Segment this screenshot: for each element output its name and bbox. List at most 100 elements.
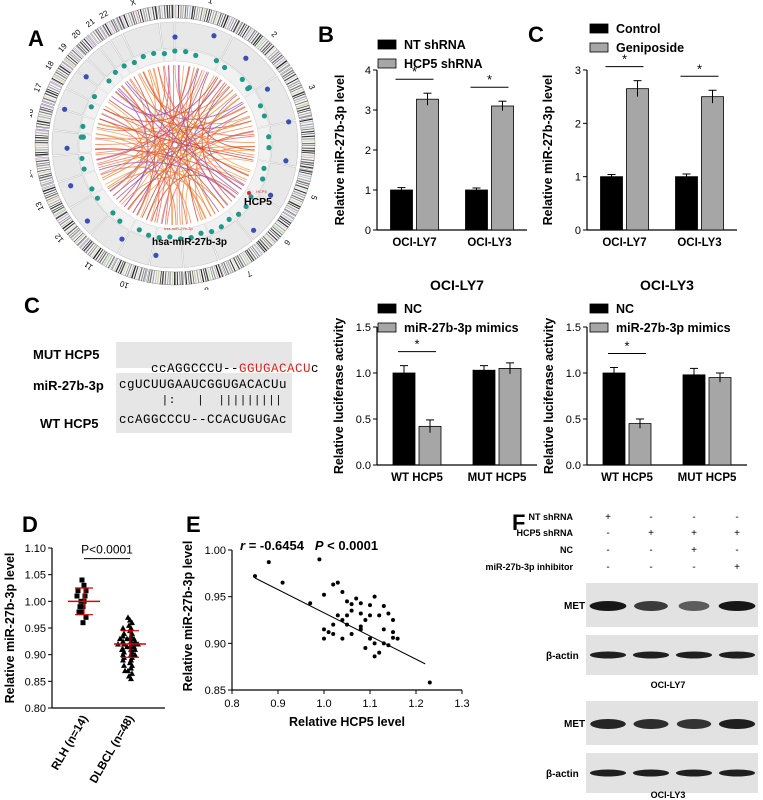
bar	[472, 369, 496, 466]
chromosome-band	[59, 65, 71, 74]
chromosome-band	[294, 97, 308, 103]
teal-node	[140, 53, 146, 60]
chromosome-band	[229, 259, 236, 272]
chromosome-band	[126, 264, 133, 277]
chromosome-label: 19	[56, 41, 69, 54]
chromosome-band	[300, 120, 314, 124]
inner-tracks	[51, 21, 299, 269]
chromosome-band	[47, 85, 60, 93]
hcp5-marker	[247, 191, 251, 195]
chromosome-band	[164, 271, 167, 285]
actin-band-ly3	[632, 769, 670, 777]
x-tick-label: WT HCP5	[391, 472, 443, 484]
data-point	[381, 627, 386, 632]
teal-node	[245, 86, 251, 92]
chromosome-band	[50, 202, 63, 210]
link-curve	[109, 66, 191, 193]
legend-label-0: NC	[404, 302, 422, 316]
link-curve	[186, 68, 199, 222]
chromosome-label: 10	[118, 279, 130, 290]
chromosome-band	[250, 247, 259, 258]
inner-track	[87, 47, 116, 78]
mut-seq-box: ccAGGCCCU--GGUGACACUc	[116, 342, 319, 376]
link-curve	[107, 101, 173, 225]
inner-track	[174, 21, 233, 60]
chromosome-band	[52, 75, 65, 83]
data-point	[349, 608, 354, 613]
chromosome-band	[40, 103, 54, 109]
data-point	[82, 593, 88, 599]
blue-node	[264, 86, 271, 92]
chromosome-band	[228, 18, 235, 31]
chromosome-band	[56, 69, 68, 78]
pairing-lines: |: | |||||||||	[119, 395, 283, 407]
link-curve	[96, 69, 203, 160]
chromosome-band	[292, 91, 305, 98]
x-axis-label: Relative HCP5 level	[289, 715, 405, 729]
chromosome-band	[278, 217, 291, 226]
chromosome-band	[184, 5, 187, 19]
link-curve	[105, 149, 255, 185]
teal-node	[218, 224, 224, 230]
blue-node	[211, 33, 217, 39]
chromosome-band	[222, 15, 229, 28]
data-point	[124, 635, 130, 642]
data-point	[349, 602, 354, 607]
x-tick-label: MUT HCP5	[468, 472, 527, 484]
teal-node	[172, 48, 178, 54]
data-point	[76, 609, 82, 615]
chromosome-band	[236, 22, 243, 34]
inner-track-2	[109, 205, 136, 231]
legend-label-1: miR-27b-3p mimics	[404, 321, 519, 335]
sig-star: *	[414, 337, 419, 352]
blue-node	[68, 183, 74, 189]
chromosome-band	[166, 5, 169, 19]
blot-label-met-2: MET	[564, 719, 585, 730]
wt-seq: ccAGGCCCU--CCACUGUGAc	[119, 413, 288, 427]
teal-node	[91, 93, 98, 100]
chromosome-band	[38, 172, 52, 177]
data-point	[335, 613, 340, 618]
chromosome-band	[57, 67, 70, 76]
sign: -	[692, 512, 695, 523]
chromosome-band	[221, 262, 227, 276]
chromosome-band	[38, 113, 52, 118]
chromosome-band	[95, 249, 104, 261]
chromosome-band	[59, 217, 72, 226]
bar	[600, 176, 623, 231]
inner-track	[118, 230, 155, 266]
chromosome-band	[288, 200, 301, 208]
chromosome-band	[35, 157, 49, 160]
inner-track	[77, 58, 106, 87]
chromosome-band	[233, 257, 241, 270]
blue-node	[268, 192, 274, 198]
chromosome-band	[147, 7, 151, 21]
chromosome-band	[238, 254, 247, 266]
p-symbol: P	[314, 538, 324, 553]
chromosome-band	[212, 11, 218, 25]
chromosome-segment	[184, 263, 225, 285]
chromosome-band	[301, 140, 315, 142]
chromosome-label: Y	[162, 0, 169, 2]
chromosome-band	[200, 269, 205, 283]
chromosome-band	[79, 238, 90, 249]
data-point	[349, 632, 354, 636]
chromosome-band	[61, 61, 74, 71]
blue-node	[83, 74, 89, 80]
blot-bands	[589, 601, 756, 777]
legend-swatch-1	[377, 322, 397, 333]
chromosome-band	[301, 158, 315, 162]
inner-track-2	[155, 226, 182, 242]
chromosome-band	[161, 5, 164, 19]
inner-track-2	[83, 170, 104, 195]
chromosome-band	[127, 12, 134, 26]
chromosome-band	[281, 213, 293, 222]
chromosome-band	[36, 125, 50, 129]
chromosome-label: 18	[43, 59, 56, 72]
bar	[682, 374, 706, 466]
chromosome-band	[227, 260, 234, 273]
inner-track	[159, 21, 175, 50]
sig-star: *	[622, 52, 627, 67]
chromosome-band	[223, 262, 230, 275]
link-curve	[127, 130, 254, 210]
